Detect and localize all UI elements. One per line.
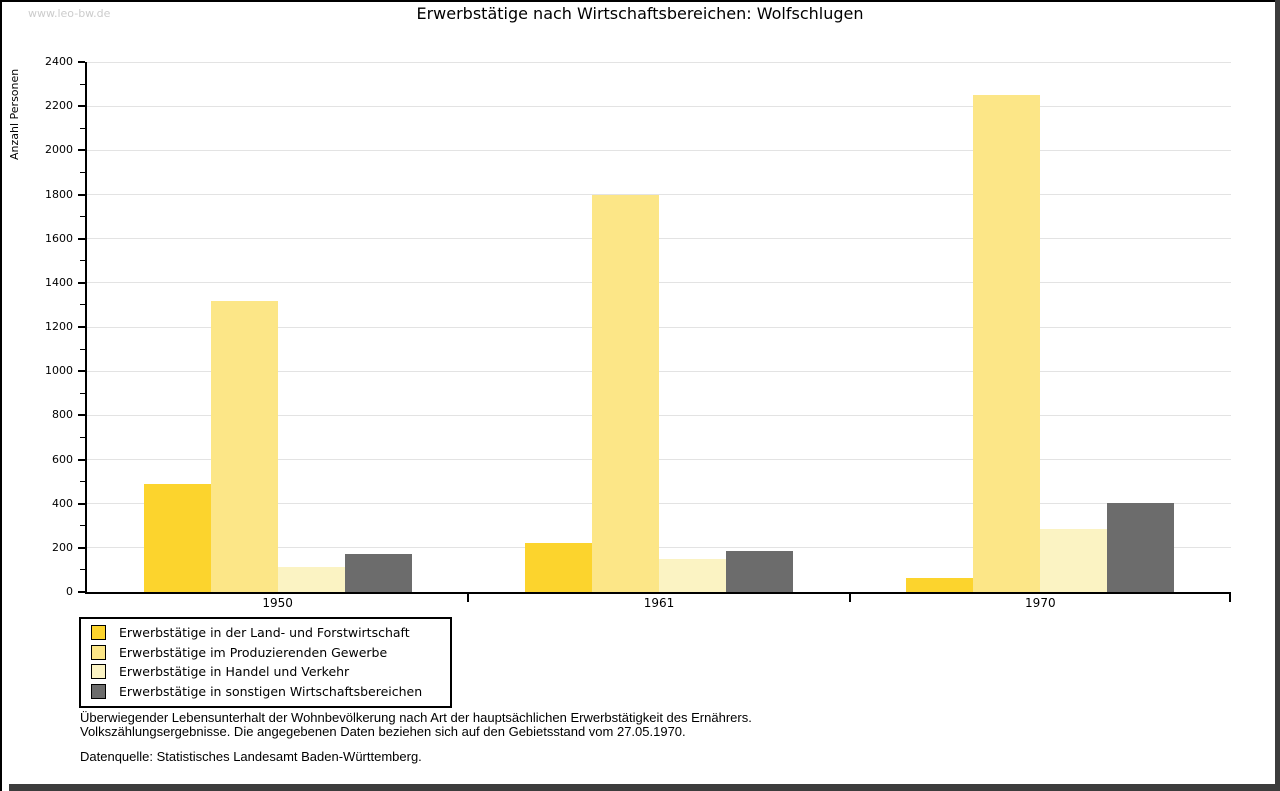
plot-area: 0 200 400 600 800 1000 1200 1400 1600 1800 2000 220… [45, 55, 1231, 610]
x-axis-tick [848, 594, 851, 602]
y-axis-tick-label: 200 [52, 540, 73, 554]
y-axis-minor-tick [80, 569, 85, 571]
x-axis-label: 1950 [262, 596, 293, 610]
bar-1970-1 [973, 95, 1041, 592]
footnote: Überwiegender Lebensunterhalt der Wohnbe… [80, 711, 752, 738]
y-axis-minor-tick [80, 260, 85, 262]
y-axis-tick-label: 1600 [45, 231, 73, 245]
chart-title: Erwerbstätige nach Wirtschaftsbereichen:… [416, 4, 864, 23]
x-axis-label: 1961 [643, 596, 675, 610]
y-axis-tick [78, 502, 85, 505]
gridline [87, 414, 1231, 416]
y-axis-tick [78, 237, 85, 240]
footnote-line-2: Volkszählungsergebnisse. Die angegebenen… [80, 723, 686, 739]
y-axis-tick-label: 600 [52, 452, 73, 466]
gridline [87, 149, 1231, 151]
footnote-line-1: Überwiegender Lebensunterhalt der Wohnbe… [80, 710, 752, 725]
gridline [87, 459, 1231, 460]
bar-1970-0 [906, 577, 974, 592]
y-axis-minor-tick [80, 348, 85, 350]
gridline [87, 238, 1231, 240]
y-axis-tick-label: 2000 [45, 143, 73, 157]
y-axis-minor-tick [80, 525, 85, 527]
window-frame-right [1275, 0, 1280, 791]
y-axis-tick-label: 1400 [45, 275, 73, 289]
y-axis-tick [78, 326, 85, 328]
y-axis-tick [78, 149, 85, 152]
y-axis-title: Anzahl Personen [8, 68, 21, 160]
y-axis-tick [78, 105, 85, 108]
y-axis-tick [78, 281, 85, 284]
y-axis-tick [78, 546, 85, 549]
y-axis-minor-tick [80, 127, 85, 129]
legend-swatch [91, 683, 106, 699]
y-axis-tick [78, 458, 85, 461]
legend-label: Erwerbstätige in Handel und Verkehr [119, 664, 350, 680]
bar-1961-2 [659, 558, 726, 592]
y-axis-tick-label: 2200 [45, 99, 73, 113]
bar-1970-2 [1040, 529, 1108, 592]
x-axis-tick [1229, 594, 1231, 602]
data-source: Datenquelle: Statistisches Landesamt Bad… [80, 749, 422, 764]
y-axis-tick-label: 800 [52, 408, 73, 422]
legend-item: Erwerbstätige im Produzierenden Gewerbe [81, 643, 450, 663]
y-axis-tick [78, 61, 85, 63]
legend-swatch [91, 644, 106, 660]
y-axis-tick-label: 1800 [45, 187, 73, 201]
bar-1950-1 [210, 300, 278, 592]
legend-label: Erwerbstätige im Produzierenden Gewerbe [119, 644, 388, 660]
y-axis-tick [78, 591, 85, 593]
legend-swatch [91, 625, 106, 641]
y-axis-minor-tick [80, 83, 85, 85]
gridline [87, 370, 1231, 372]
y-axis-tick [78, 193, 85, 196]
legend: Erwerbstätige in der Land- und Forstwirt… [79, 617, 452, 708]
y-axis-tick [78, 370, 85, 373]
legend-label: Erwerbstätige in der Land- und Forstwirt… [119, 625, 410, 641]
y-axis-tick-label: 400 [52, 496, 73, 510]
y-axis-minor-tick [80, 392, 85, 394]
y-axis-tick-label: 1000 [45, 364, 73, 378]
gridline [87, 547, 1231, 549]
site-watermark: www.leo-bw.de [28, 7, 111, 20]
y-axis-minor-tick [80, 436, 85, 438]
window-frame-left [0, 0, 2, 791]
gridline [87, 105, 1231, 107]
y-axis-tick-label: 0 [66, 585, 73, 598]
y-axis-minor-tick [80, 171, 85, 173]
bar-1950-3 [344, 554, 412, 592]
y-axis-tick-label: 1200 [45, 320, 73, 333]
y-axis-minor-tick [80, 216, 85, 218]
x-axis-label: 1970 [1025, 596, 1056, 610]
legend-item: Erwerbstätige in Handel und Verkehr [81, 662, 450, 682]
legend-swatch [91, 664, 106, 680]
x-axis-tick [467, 594, 470, 602]
legend-item: Erwerbstätige in der Land- und Forstwirt… [81, 623, 450, 643]
bar-1970-3 [1107, 502, 1175, 592]
bar-1961-3 [726, 551, 793, 592]
bar-1961-1 [592, 194, 659, 592]
window-frame-top [0, 0, 1280, 2]
gridline [87, 503, 1231, 505]
bar-1950-0 [143, 483, 211, 592]
window-frame-bottom [9, 784, 1280, 791]
y-axis-tick [78, 414, 85, 417]
legend-label: Erwerbstätige in sonstigen Wirtschaftsbe… [119, 683, 423, 699]
y-axis-minor-tick [80, 304, 85, 306]
bar-1961-0 [525, 543, 592, 592]
gridline [87, 194, 1231, 195]
y-axis-minor-tick [80, 481, 85, 483]
gridline [87, 282, 1231, 284]
gridline [87, 326, 1231, 328]
y-axis-tick-label: 2400 [45, 55, 73, 68]
legend-item: Erwerbstätige in sonstigen Wirtschaftsbe… [81, 682, 450, 702]
gridline [87, 61, 1231, 63]
bar-1950-2 [277, 566, 345, 592]
